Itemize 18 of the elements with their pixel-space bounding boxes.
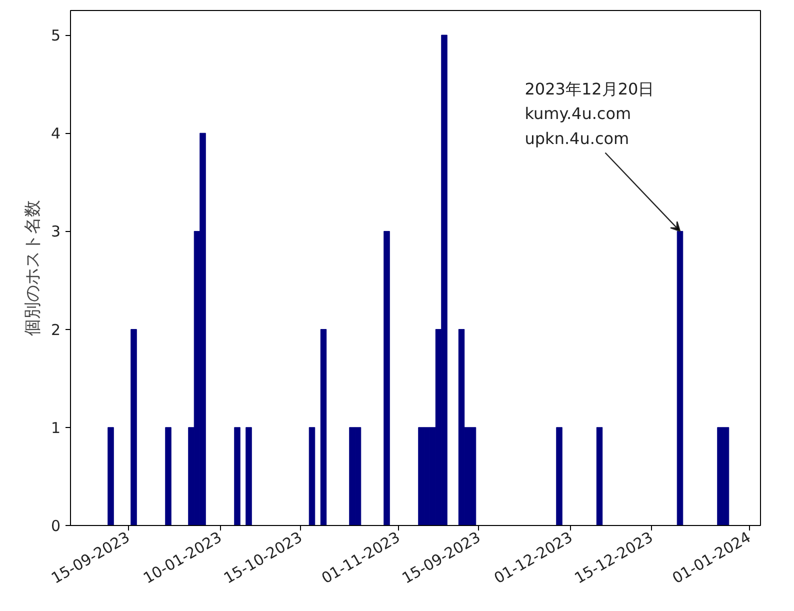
y-tick-label: 3 [50, 222, 61, 241]
bar [384, 230, 390, 526]
bar [165, 427, 172, 526]
y-tick-label: 4 [50, 124, 61, 143]
y-tick-label: 5 [50, 26, 61, 45]
bar [596, 427, 603, 526]
y-axis-title: 個別のホスト名数 [22, 200, 43, 336]
bar [130, 329, 137, 526]
bar [246, 427, 252, 526]
bar [108, 427, 114, 526]
bar [320, 329, 327, 526]
bar [234, 427, 240, 526]
y-tick-label: 1 [50, 418, 61, 437]
y-tick-label: 0 [50, 517, 61, 535]
bar [308, 427, 316, 526]
bar [556, 427, 562, 526]
annotation: 2023年12月20日 kumy.4u.com upkn.4u.com [524, 79, 654, 148]
y-tick-label: 2 [50, 320, 61, 339]
